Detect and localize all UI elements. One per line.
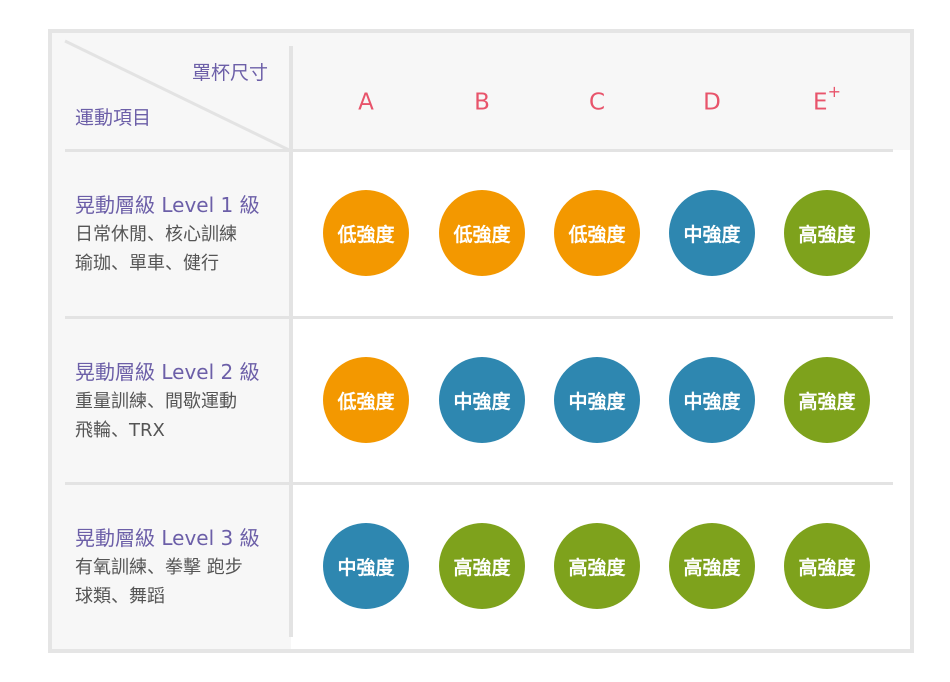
row-divider: [65, 482, 893, 485]
level-title: 晃動層級 Level 2 級: [75, 360, 260, 384]
cup-column-a: A: [336, 86, 396, 116]
intensity-badge: 中強度: [669, 357, 755, 443]
cup-column-c: C: [567, 86, 627, 116]
sport-header: 運動項目: [75, 107, 152, 129]
intensity-badge: 中強度: [439, 357, 525, 443]
intensity-badge: 高強度: [669, 523, 755, 609]
intensity-badge: 高強度: [784, 523, 870, 609]
sport-list: 有氧訓練、拳擊 跑步: [75, 557, 243, 578]
sport-list: 球類、舞蹈: [75, 586, 165, 607]
cup-plus: +: [827, 82, 841, 101]
cup-column-e: E+: [797, 82, 857, 116]
intensity-badge: 低強度: [323, 190, 409, 276]
intensity-badge: 低強度: [554, 190, 640, 276]
cup-letter: D: [703, 89, 721, 116]
intensity-badge: 中強度: [554, 357, 640, 443]
sport-list: 瑜珈、單車、健行: [75, 253, 219, 274]
intensity-badge: 低強度: [323, 357, 409, 443]
intensity-badge: 高強度: [554, 523, 640, 609]
sport-list: 重量訓練、間歇運動: [75, 391, 237, 412]
intensity-badge: 中強度: [323, 523, 409, 609]
row-divider: [65, 149, 893, 152]
cup-letter: C: [588, 89, 606, 116]
row-label: 晃動層級 Level 3 級有氧訓練、拳擊 跑步 球類、舞蹈: [75, 524, 285, 611]
cup-letter: B: [474, 89, 490, 116]
level-title: 晃動層級 Level 3 級: [75, 526, 260, 550]
row-label: 晃動層級 Level 2 級重量訓練、間歇運動 飛輪、TRX: [75, 358, 285, 445]
intensity-badge: 高強度: [784, 357, 870, 443]
level-title: 晃動層級 Level 1 級: [75, 193, 260, 217]
cup-letter: A: [358, 89, 374, 116]
cup-size-header: 罩杯尺寸: [191, 62, 268, 84]
intensity-badge: 高強度: [439, 523, 525, 609]
cup-column-b: B: [452, 86, 512, 116]
intensity-badge: 中強度: [669, 190, 755, 276]
sport-list: 日常休閒、核心訓練: [75, 224, 237, 245]
label-column: [52, 33, 291, 649]
intensity-badge: 高強度: [784, 190, 870, 276]
row-divider: [65, 316, 893, 319]
cup-column-d: D: [682, 86, 742, 116]
sport-list: 飛輪、TRX: [75, 420, 165, 441]
cup-letter: E: [813, 89, 828, 116]
diagonal-divider: [64, 39, 290, 152]
intensity-badge: 低強度: [439, 190, 525, 276]
row-label: 晃動層級 Level 1 級日常休閒、核心訓練 瑜珈、單車、健行: [75, 191, 285, 278]
column-divider: [289, 46, 293, 637]
